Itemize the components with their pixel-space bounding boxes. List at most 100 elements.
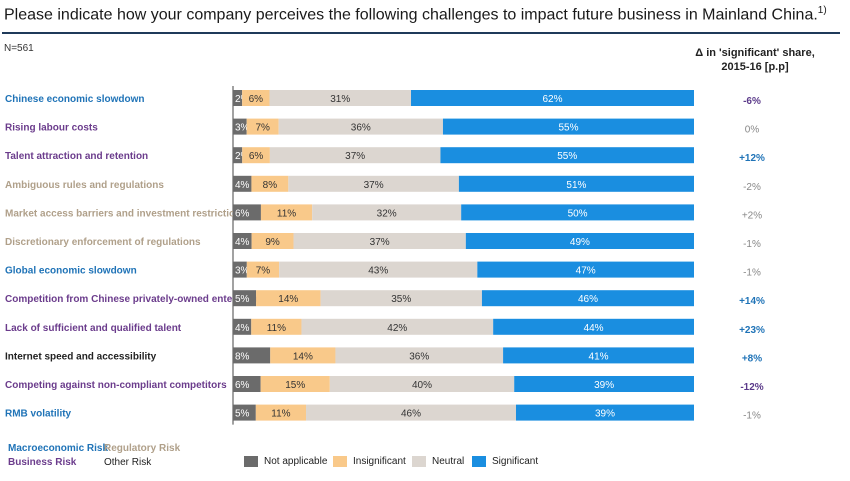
bar-segment-insignificant-global-economic-slowdown <box>246 261 280 278</box>
data-label-neutral-global-economic-slowdown: 43% <box>368 266 388 277</box>
bar-segment-insignificant-chinese-economic-slowdown <box>242 90 270 106</box>
bar-segment-not-applicable-rising-labour-costs <box>233 118 247 135</box>
legend-swatch-significant <box>472 456 486 467</box>
category-label-discretionary-enforcement-of-regulations: Discretionary enforcement of regulations <box>5 237 201 248</box>
data-label-neutral-ambiguous-rules-and-regulations: 37% <box>364 180 384 191</box>
data-label-not-applicable-internet-speed-and-accessibility: 8% <box>235 351 250 362</box>
legend-item-neutral: Neutral <box>412 456 464 467</box>
bar-segment-significant-talent-attraction-and-retention <box>440 147 694 164</box>
bar-segment-insignificant-ambiguous-rules-and-regulations <box>251 175 289 192</box>
bar-segment-insignificant-rmb-volatility <box>255 404 307 421</box>
category-label-competition-from-chinese-privately-owned-enterprises: Competition from Chinese privately-owned… <box>5 294 266 305</box>
data-label-insignificant-market-access-barriers-and-investment-restrictions: 11% <box>277 208 296 219</box>
delta-header-line2: 2015-16 [p.p] <box>721 61 789 73</box>
category-label-chinese-economic-slowdown: Chinese economic slowdown <box>5 94 144 105</box>
bar-segment-neutral-rmb-volatility <box>306 404 516 421</box>
legend-swatch-not-applicable <box>244 456 258 467</box>
risk-legend-business: Business Risk <box>8 457 77 468</box>
bar-segment-significant-discretionary-enforcement-of-regulations <box>465 233 694 249</box>
category-label-market-access-barriers-and-investment-restrictions: Market access barriers and investment re… <box>5 208 247 219</box>
data-label-insignificant-internet-speed-and-accessibility: 14% <box>293 351 313 362</box>
data-label-significant-market-access-barriers-and-investment-restrictions: 50% <box>568 208 588 219</box>
bar-segment-neutral-internet-speed-and-accessibility <box>335 347 504 364</box>
bar-segment-insignificant-internet-speed-and-accessibility <box>270 347 336 364</box>
delta-column-header: Δ in 'significant' share, 2015-16 [p.p] <box>690 46 820 74</box>
bar-segment-insignificant-competition-from-chinese-privately-owned-enterprises <box>256 290 321 307</box>
bar-segment-not-applicable-market-access-barriers-and-investment-restrictions <box>233 204 261 221</box>
data-label-neutral-discretionary-enforcement-of-regulations: 37% <box>370 237 390 248</box>
legend-label-significant: Significant <box>492 456 539 467</box>
data-label-significant-ambiguous-rules-and-regulations: 51% <box>566 180 586 191</box>
data-label-neutral-rising-labour-costs: 36% <box>351 123 371 134</box>
bar-segment-significant-rising-labour-costs <box>442 118 694 135</box>
bar-segment-significant-internet-speed-and-accessibility <box>503 347 694 364</box>
bar-segment-significant-competing-against-non-compliant-competitors <box>514 376 694 392</box>
delta-header-line1: Δ in 'significant' share, <box>695 47 815 59</box>
bar-segment-neutral-competition-from-chinese-privately-owned-enterprises <box>320 290 482 307</box>
data-label-significant-rmb-volatility: 39% <box>595 409 615 420</box>
bar-segment-insignificant-discretionary-enforcement-of-regulations <box>251 233 294 249</box>
data-label-insignificant-global-economic-slowdown: 7% <box>256 266 271 277</box>
category-label-ambiguous-rules-and-regulations: Ambiguous rules and regulations <box>5 180 164 191</box>
bar-segment-insignificant-competing-against-non-compliant-competitors <box>260 376 330 392</box>
bar-segment-not-applicable-competition-from-chinese-privately-owned-enterprises <box>233 290 257 307</box>
data-label-significant-lack-of-sufficient-and-qualified-talent: 44% <box>584 323 604 334</box>
data-label-significant-chinese-economic-slowdown: 62% <box>542 94 562 105</box>
delta-value-chinese-economic-slowdown: -6% <box>743 96 761 107</box>
data-label-neutral-rmb-volatility: 46% <box>401 409 421 420</box>
bar-segment-significant-rmb-volatility <box>515 404 694 421</box>
bar-segment-insignificant-rising-labour-costs <box>246 118 279 135</box>
data-label-neutral-market-access-barriers-and-investment-restrictions: 32% <box>377 208 397 219</box>
data-label-not-applicable-global-economic-slowdown: 3% <box>235 266 250 277</box>
legend-label-not-applicable: Not applicable <box>264 456 328 467</box>
bar-segment-not-applicable-discretionary-enforcement-of-regulations <box>233 233 252 249</box>
bar-segment-not-applicable-ambiguous-rules-and-regulations <box>233 175 252 192</box>
delta-value-global-economic-slowdown: -1% <box>743 268 761 279</box>
bar-segment-neutral-market-access-barriers-and-investment-restrictions <box>312 204 462 221</box>
bar-segment-significant-competition-from-chinese-privately-owned-enterprises <box>481 290 694 307</box>
chart-title: Please indicate how your company perceiv… <box>4 5 827 24</box>
data-label-neutral-talent-attraction-and-retention: 37% <box>345 151 365 162</box>
bar-segment-significant-chinese-economic-slowdown <box>411 90 694 106</box>
legend-label-insignificant: Insignificant <box>353 456 406 467</box>
legend-item-insignificant: Insignificant <box>333 456 406 467</box>
bar-segment-neutral-global-economic-slowdown <box>279 261 478 278</box>
data-label-not-applicable-ambiguous-rules-and-regulations: 4% <box>235 180 250 191</box>
data-label-not-applicable-rmb-volatility: 5% <box>235 409 250 420</box>
bar-segment-not-applicable-internet-speed-and-accessibility <box>233 347 271 364</box>
delta-value-competition-from-chinese-privately-owned-enterprises: +14% <box>739 296 765 307</box>
legend-swatch-insignificant <box>333 456 347 467</box>
risk-legend-other: Other Risk <box>104 457 152 468</box>
bar-segment-significant-lack-of-sufficient-and-qualified-talent <box>493 318 694 335</box>
bar-segment-neutral-competing-against-non-compliant-competitors <box>329 376 515 392</box>
legend-swatch-neutral <box>412 456 426 467</box>
data-label-neutral-competing-against-non-compliant-competitors: 40% <box>412 380 432 391</box>
category-label-talent-attraction-and-retention: Talent attraction and retention <box>5 151 148 162</box>
data-label-insignificant-rmb-volatility: 11% <box>271 409 290 420</box>
bar-segment-neutral-talent-attraction-and-retention <box>269 147 441 164</box>
delta-value-lack-of-sufficient-and-qualified-talent: +23% <box>739 325 765 336</box>
bar-segment-neutral-chinese-economic-slowdown <box>269 90 412 106</box>
bar-segment-not-applicable-talent-attraction-and-retention <box>233 147 243 164</box>
category-label-global-economic-slowdown: Global economic slowdown <box>5 266 137 277</box>
sample-size-label: N=561 <box>4 43 34 54</box>
delta-value-internet-speed-and-accessibility: +8% <box>742 353 762 364</box>
bar-segment-not-applicable-global-economic-slowdown <box>233 261 247 278</box>
bar-segment-not-applicable-rmb-volatility <box>233 404 256 421</box>
delta-value-market-access-barriers-and-investment-restrictions: +2% <box>742 210 762 221</box>
data-label-insignificant-talent-attraction-and-retention: 6% <box>249 151 264 162</box>
bar-segment-insignificant-market-access-barriers-and-investment-restrictions <box>260 204 313 221</box>
bar-segment-neutral-ambiguous-rules-and-regulations <box>288 175 459 192</box>
delta-value-ambiguous-rules-and-regulations: -2% <box>743 182 761 193</box>
legend-label-neutral: Neutral <box>432 456 465 467</box>
data-label-not-applicable-competition-from-chinese-privately-owned-enterprises: 5% <box>235 294 250 305</box>
risk-legend-regulatory: Regulatory Risk <box>104 443 181 454</box>
risk-legend-macroeconomic: Macroeconomic Risk <box>8 443 109 454</box>
category-label-internet-speed-and-accessibility: Internet speed and accessibility <box>5 351 157 362</box>
bar-segment-not-applicable-competing-against-non-compliant-competitors <box>233 376 261 392</box>
data-label-insignificant-discretionary-enforcement-of-regulations: 9% <box>265 237 280 248</box>
title-divider <box>2 32 840 34</box>
bar-segment-insignificant-lack-of-sufficient-and-qualified-talent <box>251 318 302 335</box>
bar-segment-significant-market-access-barriers-and-investment-restrictions <box>461 204 694 221</box>
